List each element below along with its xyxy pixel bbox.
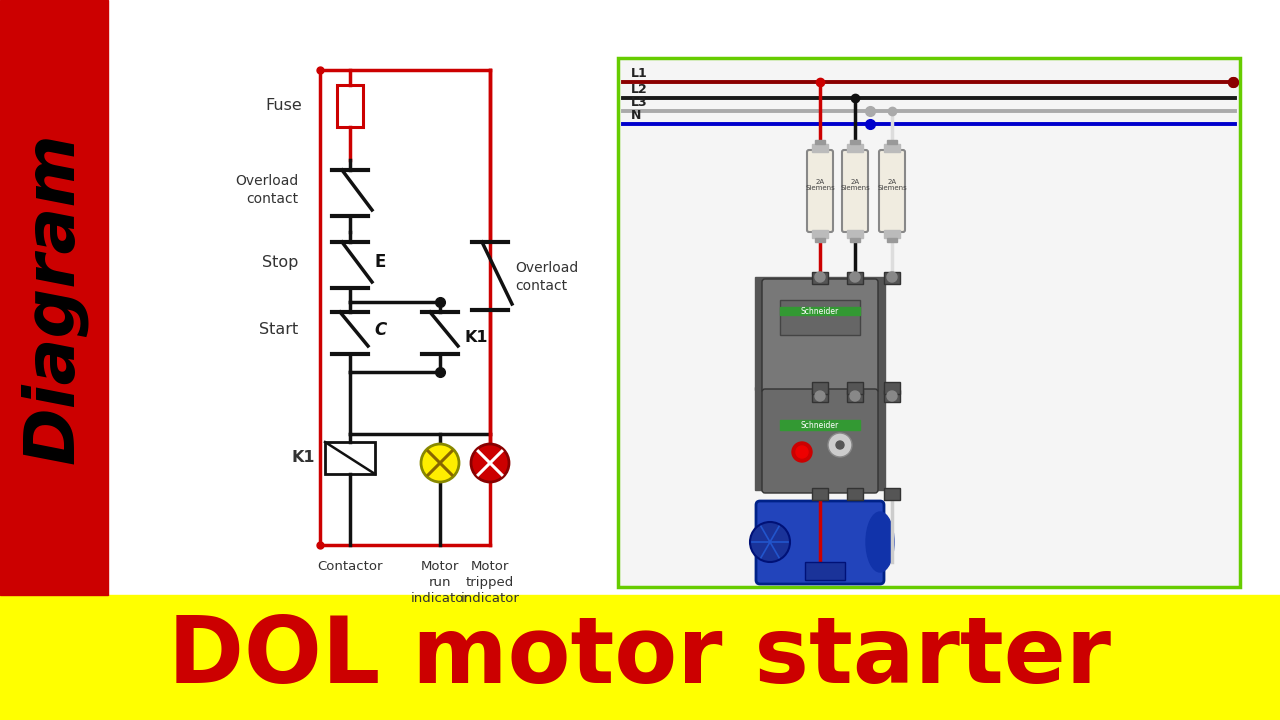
Bar [847,230,863,238]
Bar [108,0,1280,595]
Circle shape [836,441,844,449]
Circle shape [828,433,852,457]
Bar [812,488,828,500]
Bar [884,230,900,238]
FancyBboxPatch shape [842,150,868,232]
Text: E: E [374,253,385,271]
Bar [815,140,826,144]
Bar [887,140,897,144]
Circle shape [850,272,860,282]
Text: DOL motor starter: DOL motor starter [169,612,1111,702]
Bar [815,238,826,242]
Text: 2A
Siemens: 2A Siemens [805,179,835,192]
Bar [325,442,375,474]
Bar [812,230,828,238]
Bar [780,300,860,335]
Bar [847,390,863,402]
Bar [850,140,860,144]
Bar [887,238,897,242]
Bar [812,272,828,284]
Bar [780,420,860,430]
Circle shape [850,391,860,401]
Bar [0,0,108,595]
Text: Motor
tripped
indicator: Motor tripped indicator [461,560,520,605]
Text: C: C [374,321,387,339]
FancyBboxPatch shape [762,279,878,393]
Bar [755,387,884,490]
Bar [847,488,863,500]
Bar [337,85,364,127]
Text: L1: L1 [631,67,648,80]
Bar [850,238,860,242]
Circle shape [815,272,826,282]
Bar [805,562,845,580]
FancyBboxPatch shape [762,389,878,493]
Bar [812,382,828,394]
Text: Overload
contact: Overload contact [515,261,579,293]
Text: N: N [631,109,641,122]
Text: Fuse: Fuse [265,99,302,114]
Bar [884,488,900,500]
Text: K1: K1 [292,451,315,466]
Text: Contactor: Contactor [317,560,383,573]
Text: Motor
run
indicator: Motor run indicator [411,560,470,605]
Text: Stop: Stop [261,254,298,269]
Bar [884,390,900,402]
Text: L2: L2 [631,83,648,96]
Circle shape [750,522,790,562]
FancyBboxPatch shape [756,501,884,584]
Text: Schneider: Schneider [801,307,840,315]
FancyBboxPatch shape [879,150,905,232]
Bar [812,144,828,152]
Bar [884,144,900,152]
Text: 2A
Siemens: 2A Siemens [877,179,906,192]
Bar [618,58,1240,587]
Bar [812,390,828,402]
Text: Overload
contact: Overload contact [234,174,298,206]
Circle shape [471,444,509,482]
Bar [884,382,900,394]
Bar [780,307,860,315]
Bar [0,595,1280,720]
Circle shape [421,444,460,482]
Circle shape [887,391,897,401]
Text: L3: L3 [631,96,648,109]
Bar [756,536,765,548]
Bar [755,277,884,390]
Text: Schneider: Schneider [801,420,840,430]
Circle shape [792,442,812,462]
Bar [847,272,863,284]
Bar [847,382,863,394]
FancyBboxPatch shape [806,150,833,232]
Bar [847,144,863,152]
Circle shape [796,446,808,458]
Circle shape [887,272,897,282]
Ellipse shape [867,512,893,572]
Text: 2A
Siemens: 2A Siemens [840,179,870,192]
Text: Diagram: Diagram [20,132,88,464]
Circle shape [815,391,826,401]
Text: Start: Start [259,323,298,338]
Text: K1: K1 [465,330,488,344]
Bar [884,272,900,284]
